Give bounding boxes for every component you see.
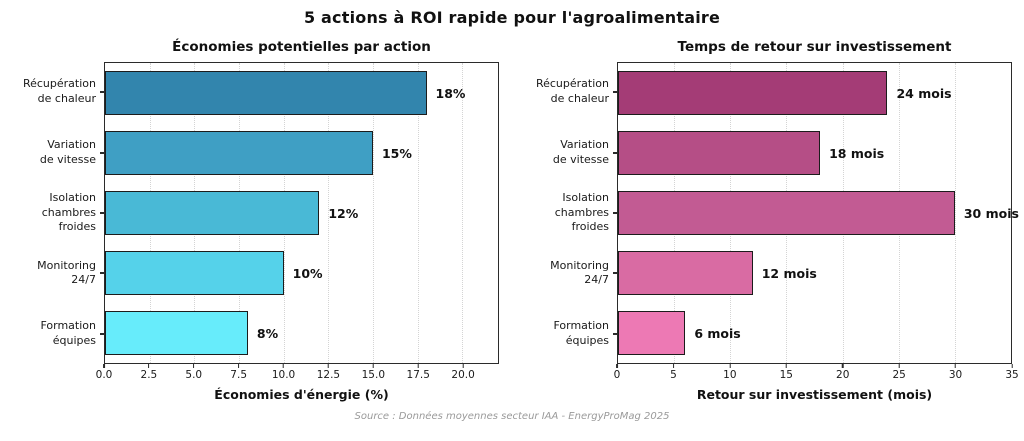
plot-area: 24 mois 18 mois 30 mois 12 mois 6 mois <box>617 62 1019 364</box>
value-label: 15% <box>381 145 412 161</box>
y-tick-mark <box>100 272 104 275</box>
value-label: 8% <box>256 325 279 341</box>
x-tick-label: 2.5 <box>140 369 158 381</box>
y-label-row: Récupération de chaleur <box>12 62 104 122</box>
x-tick-label: 0.0 <box>95 369 113 381</box>
value-label: 12 mois <box>761 265 817 281</box>
gridline <box>462 63 464 363</box>
bar-row: 18% <box>105 63 498 123</box>
value-label: 18% <box>435 85 466 101</box>
value-label: 6 mois <box>694 325 741 341</box>
bar <box>105 250 284 296</box>
y-axis-labels: Récupération de chaleur Variation de vite… <box>525 62 617 364</box>
gridline <box>954 63 956 363</box>
category-label: Récupération de chaleur <box>22 77 96 106</box>
gridline <box>372 63 374 363</box>
y-tick-mark <box>100 91 104 94</box>
y-label-row: Variation de vitesse <box>12 122 104 182</box>
bar-row: 24 mois <box>618 63 1011 123</box>
value-label: 24 mois <box>896 85 952 101</box>
y-tick-mark <box>613 212 617 215</box>
bar-row: 30 mois <box>618 183 1019 243</box>
value-label: 18 mois <box>829 145 885 161</box>
y-tick-mark <box>613 151 617 154</box>
bar-row: 6 mois <box>618 303 1011 363</box>
bar-row: 18 mois <box>618 123 1011 183</box>
plot-area: 18% 15% 12% 10% 8% <box>104 62 499 364</box>
x-tick-label: 20.0 <box>451 369 475 381</box>
bar <box>618 310 686 356</box>
x-tick-label: 15 <box>779 369 793 381</box>
x-tick-label: 7.5 <box>230 369 248 381</box>
x-axis-ticks: 0 5 10 15 20 25 30 35 <box>613 364 1019 384</box>
y-tick-mark <box>613 272 617 275</box>
bar <box>105 190 320 236</box>
x-axis-label: Retour sur investissement (mois) <box>696 387 933 402</box>
charts-row: Économies potentielles par action Récupé… <box>0 39 1024 402</box>
category-label: Variation de vitesse <box>39 137 96 166</box>
category-label: Récupération de chaleur <box>535 77 609 106</box>
x-tick-label: 0 <box>613 369 621 381</box>
bar-row: 12 mois <box>618 243 1011 303</box>
x-tick-label: 25 <box>892 369 906 381</box>
y-tick-mark <box>100 332 104 335</box>
category-label: Formation équipes <box>40 318 96 347</box>
x-tick-label: 17.5 <box>406 369 430 381</box>
gridline <box>417 63 419 363</box>
category-label: Formation équipes <box>553 318 609 347</box>
y-tick-mark <box>613 332 617 335</box>
bar <box>618 130 821 176</box>
bar <box>105 130 373 176</box>
x-tick-label: 12.5 <box>316 369 341 381</box>
y-tick-mark <box>100 212 104 215</box>
value-label: 30 mois <box>963 205 1019 221</box>
category-label: Monitoring 24/7 <box>550 258 609 287</box>
x-axis-label: Économies d'énergie (%) <box>214 387 389 402</box>
bar-row: 10% <box>105 243 498 303</box>
bar-row: 8% <box>105 303 498 363</box>
x-tick-label: 30 <box>948 369 963 381</box>
value-label: 12% <box>328 205 359 221</box>
y-label-row: Monitoring 24/7 <box>525 243 617 303</box>
bar <box>618 250 753 296</box>
value-label: 10% <box>292 265 323 281</box>
category-label: Variation de vitesse <box>552 137 609 166</box>
chart-economies-potentielles: Économies potentielles par action Récupé… <box>12 39 499 402</box>
bar-row: 15% <box>105 123 498 183</box>
y-label-row: Récupération de chaleur <box>525 62 617 122</box>
x-tick-label: 10 <box>723 369 737 381</box>
y-label-row: Variation de vitesse <box>525 122 617 182</box>
chart-title: Temps de retour sur investissement <box>677 39 952 55</box>
chart-title: Économies potentielles par action <box>172 39 431 55</box>
y-tick-mark <box>100 151 104 154</box>
bar <box>618 70 888 116</box>
gridline <box>328 63 330 363</box>
y-axis-labels: Récupération de chaleur Variation de vite… <box>12 62 104 364</box>
y-label-row: Monitoring 24/7 <box>12 243 104 303</box>
y-label-row: Formation équipes <box>525 304 617 364</box>
x-tick-label: 5.0 <box>185 369 203 381</box>
y-label-row: Isolation chambres froides <box>12 183 104 243</box>
y-tick-mark <box>613 91 617 94</box>
y-label-row: Formation équipes <box>12 304 104 364</box>
category-label: Isolation chambres froides <box>41 190 96 234</box>
x-tick-label: 20 <box>836 369 850 381</box>
x-tick-label: 5 <box>670 369 677 381</box>
bar <box>105 70 427 116</box>
bar <box>618 190 955 236</box>
x-tick-label: 35 <box>1005 369 1019 381</box>
y-label-row: Isolation chambres froides <box>525 183 617 243</box>
bar <box>105 310 248 356</box>
category-label: Isolation chambres froides <box>554 190 609 234</box>
category-label: Monitoring 24/7 <box>37 258 96 287</box>
source-caption: Source : Données moyennes secteur IAA - … <box>354 411 670 422</box>
bar-row: 12% <box>105 183 498 243</box>
x-tick-label: 15.0 <box>361 369 386 381</box>
x-axis-ticks: 0.0 2.5 5.0 7.5 10.0 12.5 15.0 17.5 20.0 <box>96 364 499 384</box>
chart-temps-retour: Temps de retour sur investissement Récup… <box>525 39 1019 402</box>
main-title: 5 actions à ROI rapide pour l'agroalimen… <box>303 8 721 27</box>
x-tick-label: 10.0 <box>271 369 296 381</box>
